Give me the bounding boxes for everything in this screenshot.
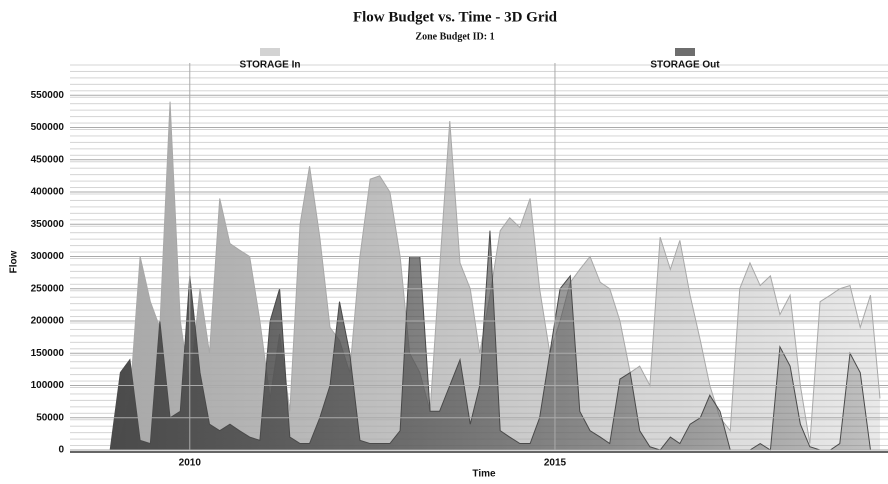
legend-label: STORAGE In — [240, 60, 301, 71]
y-tick-label: 300000 — [31, 251, 65, 262]
legend-swatch — [260, 48, 280, 56]
y-tick-label: 450000 — [31, 154, 65, 165]
y-tick-label: 350000 — [31, 219, 65, 230]
y-tick-label: 150000 — [31, 348, 65, 359]
area-edge — [109, 230, 880, 451]
chart-subtitle: Zone Budget ID: 1 — [415, 31, 494, 42]
legend-swatch — [675, 48, 695, 56]
x-axis-label: Time — [472, 469, 496, 479]
y-axis-label: Flow — [9, 250, 20, 273]
y-tick-label: 250000 — [31, 283, 65, 294]
y-tick-label: 400000 — [31, 187, 65, 198]
y-tick-label: 500000 — [31, 122, 65, 133]
area — [110, 101, 880, 450]
y-tick-label: 550000 — [31, 90, 65, 101]
area-edge — [109, 101, 881, 451]
legend-label: STORAGE Out — [650, 60, 720, 71]
x-tick-label: 2010 — [179, 458, 202, 469]
y-tick-label: 100000 — [31, 380, 65, 391]
chart-title: Flow Budget vs. Time - 3D Grid — [353, 9, 558, 25]
y-tick-label: 0 — [58, 445, 64, 456]
y-tick-label: 200000 — [31, 316, 65, 327]
y-tick-label: 50000 — [36, 412, 64, 423]
plot — [109, 101, 881, 451]
x-tick-label: 2015 — [544, 458, 567, 469]
